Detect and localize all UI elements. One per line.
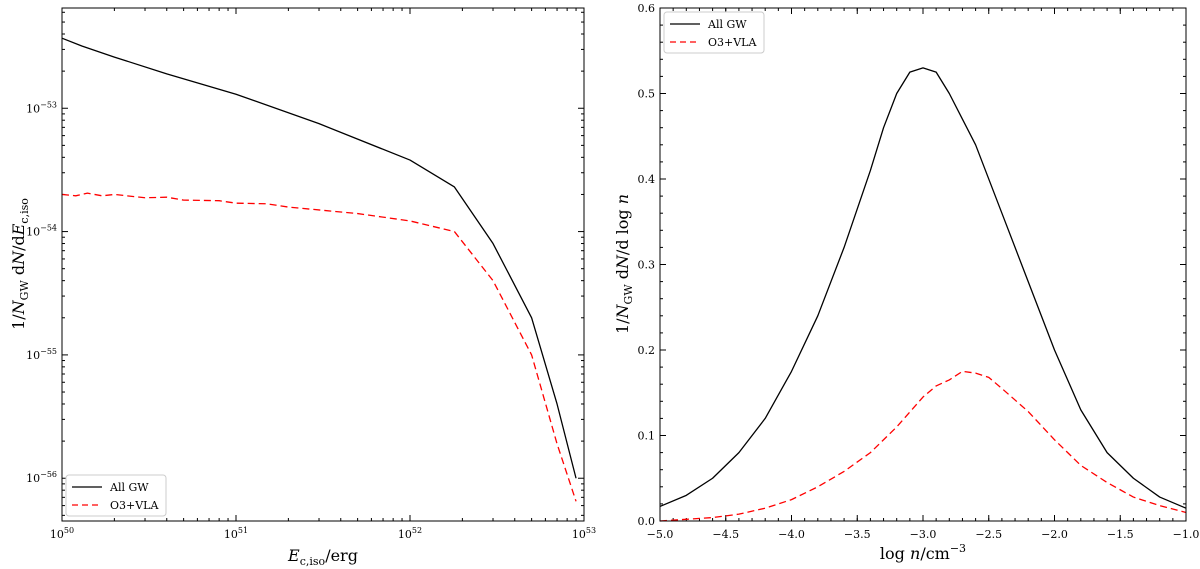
right-y-tick-label: 0.3 <box>638 259 656 272</box>
right-panel-x-axis-label: log n/cm−3 <box>880 542 966 563</box>
right-panel-legend-box <box>663 11 765 54</box>
left-panel-ticks: 1050 1051 1052 1053 10−56 10−55 10−54 10−53 <box>26 8 596 541</box>
right-series-all-gw <box>659 67 1187 509</box>
left-series-all-gw <box>61 37 577 479</box>
right-x-tick-label: −3.0 <box>910 528 937 541</box>
left-panel-legend-box <box>65 474 167 517</box>
right-y-tick-label: 0.5 <box>638 88 656 101</box>
right-x-tick-label: −5.0 <box>647 528 674 541</box>
left-x-tick-label: 1053 <box>572 526 596 541</box>
left-series-o3-vla <box>61 192 577 502</box>
left-panel-legend: All GW O3+VLA <box>65 474 167 517</box>
right-y-tick-label: 0.2 <box>638 344 656 357</box>
right-y-tick-label: 0.1 <box>638 430 656 443</box>
left-legend-label-all-gw: All GW <box>109 481 149 494</box>
left-legend-label-o3-vla: O3+VLA <box>110 499 159 512</box>
right-y-tick-label: 0.6 <box>638 2 656 15</box>
left-x-tick-label: 1052 <box>398 526 422 541</box>
left-y-tick-label: 10−56 <box>26 470 57 485</box>
right-y-tick-label: 0.0 <box>638 515 656 528</box>
right-panel-y-axis-label: 1/NGW dN/d log n <box>613 194 635 334</box>
right-series-o3-vla <box>659 370 1187 522</box>
right-legend-label-o3-vla: O3+VLA <box>708 36 757 49</box>
right-x-tick-label: −3.5 <box>844 528 871 541</box>
left-y-tick-label: 10−53 <box>26 100 57 115</box>
left-panel-series <box>61 37 577 502</box>
right-x-tick-label: −2.0 <box>1041 528 1068 541</box>
right-panel-series <box>659 67 1187 522</box>
right-x-tick-label: −4.5 <box>712 528 739 541</box>
right-panel-legend: All GW O3+VLA <box>663 11 765 54</box>
left-x-tick-label: 1051 <box>224 526 248 541</box>
left-y-tick-label: 10−54 <box>26 224 57 239</box>
left-x-tick-label: 1050 <box>50 526 74 541</box>
left-panel-density-of-energy: 1050 1051 1052 1053 10−56 10−55 10−54 10−53 Ec,… <box>9 7 596 568</box>
right-x-tick-label: −1.0 <box>1173 528 1200 541</box>
right-y-tick-label: 0.4 <box>638 173 656 186</box>
right-panel-density-of-log-n: −5.0 −4.5 −4.0 −3.5 −3.0 −2.5 −2.0 −1.5 −1.0 0.0 0… <box>613 2 1199 563</box>
right-legend-label-all-gw: All GW <box>707 18 747 31</box>
right-x-tick-label: −1.5 <box>1107 528 1134 541</box>
left-panel-axes-frame <box>61 7 585 522</box>
left-y-tick-label: 10−55 <box>26 347 57 362</box>
left-panel-x-axis-label: Ec,iso/erg <box>287 546 358 568</box>
right-x-tick-label: −2.5 <box>975 528 1002 541</box>
right-panel-axes-frame <box>659 7 1187 522</box>
right-x-tick-label: −4.0 <box>778 528 805 541</box>
left-panel-y-axis-label: 1/NGW dN/dEc,iso <box>9 198 31 330</box>
